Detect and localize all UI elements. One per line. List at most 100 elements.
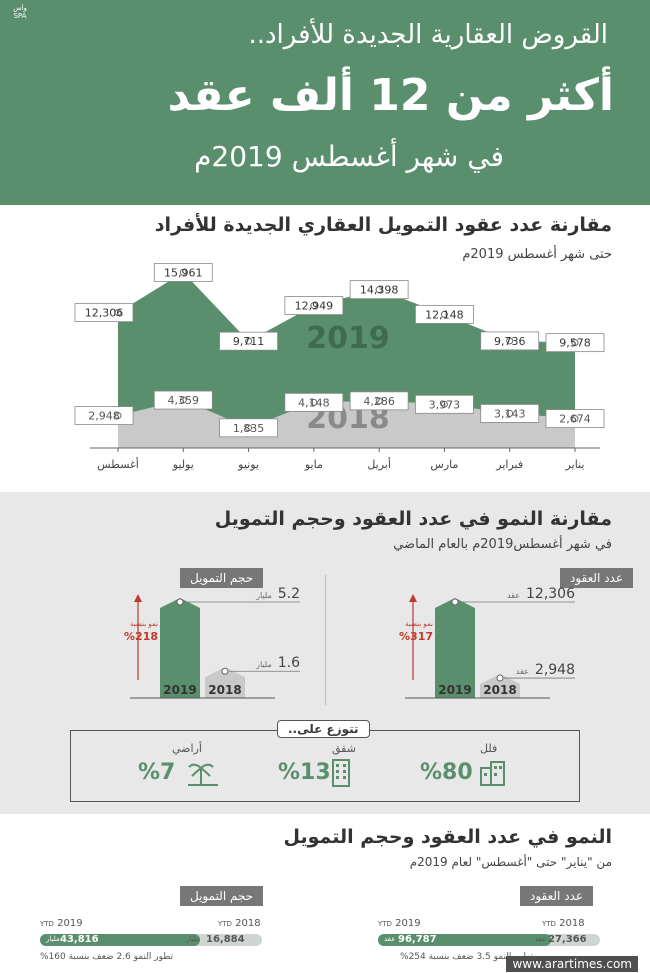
ytd-financing-2018-value: 16,884: [206, 934, 245, 945]
section1-title: مقارنة عدد عقود التمويل العقاري الجديدة …: [154, 214, 612, 236]
header-line1: القروض العقارية الجديدة للأفراد..: [248, 20, 608, 50]
data-label-2018: 2,948: [88, 410, 120, 423]
contracts-panel-tag: عدد العقود: [560, 568, 634, 588]
growth-value-2018: 2,948: [535, 662, 575, 678]
villas-pct: %80: [420, 760, 473, 785]
data-point-2019: [440, 310, 448, 318]
header-headline: أكثر من 12 ألف عقد: [167, 70, 615, 121]
data-point-2018: [375, 397, 383, 405]
ytd-contracts-2019-value: 96,787: [398, 934, 437, 945]
data-point-2019: [114, 309, 122, 317]
ytd-financing-2018-label: YTD 2018: [218, 918, 261, 929]
x-tick-label: مايو: [304, 458, 323, 471]
data-point-2018: [506, 409, 514, 417]
growth-year-2019: 2019: [438, 683, 471, 697]
ytd-contracts-2018-unit: عقد: [535, 935, 547, 943]
land-pct: %7: [138, 760, 176, 785]
header-banner: واس SPA القروض العقارية الجديدة للأفراد.…: [0, 0, 650, 205]
palm-land-icon: [188, 763, 218, 786]
ytd-financing-2018-unit: مليار: [186, 935, 200, 943]
ytd-financing-growth: تطور النمو 2.6 ضعف بنسبة 160%: [40, 952, 174, 962]
ytd-contracts-2019-unit: عقد: [384, 935, 396, 943]
growth-value-2018: 1.6: [278, 655, 300, 671]
data-point-2018: [571, 415, 579, 423]
x-tick-label: أغسطس: [97, 457, 139, 471]
growth-unit-2019: عقد: [507, 591, 520, 600]
data-label-2019: 9,736: [494, 335, 526, 348]
section1-subtitle: حتى شهر أغسطس 2019م: [462, 247, 612, 262]
data-label-2019: 15,961: [164, 266, 203, 279]
x-tick-label: يونيو: [237, 458, 259, 471]
data-point-2018: [310, 398, 318, 406]
growth-bar-point: [176, 598, 184, 606]
growth-percent: %218: [124, 630, 158, 643]
data-point-2018: [440, 400, 448, 408]
x-tick-label: يوليو: [172, 458, 194, 471]
data-label-2018: 3,973: [429, 398, 461, 411]
growth-arrow-head: [409, 594, 417, 602]
ytd-financing-2019-unit: مليار: [46, 935, 60, 943]
data-point-2019: [375, 286, 383, 294]
ytd-contracts-tag: عدد العقود: [520, 886, 594, 906]
data-label-2019: 12,306: [85, 307, 124, 320]
data-label-2019: 14,398: [360, 284, 399, 297]
ytd-contracts-2019-label: YTD 2019: [378, 918, 421, 929]
ytd-contracts-2018-value: 27,366: [548, 934, 587, 945]
data-label-2019: 9,578: [559, 337, 591, 350]
growth-value-2019: 5.2: [278, 586, 300, 602]
x-tick-label: فبراير: [495, 458, 523, 471]
data-label-2019: 12,949: [295, 300, 334, 313]
data-point-2019: [310, 302, 318, 310]
growth-bar-2018: [205, 667, 245, 698]
ytd-contracts-bar-fill: [378, 934, 552, 946]
monthly-contracts-chart: 201920189,5789,73612,14814,39812,9499,71…: [74, 263, 605, 471]
ytd-financing-tag: حجم التمويل: [180, 886, 264, 906]
growth-value-2019: 12,306: [526, 586, 575, 602]
data-point-2018: [245, 424, 253, 432]
villas-label: فلل: [480, 742, 498, 755]
growth-year-2018: 2018: [483, 683, 516, 697]
growth-bar-point: [496, 674, 504, 682]
series-label-2019: 2019: [306, 321, 390, 356]
section2-title: مقارنة النمو في عدد العقود وحجم التمويل: [214, 508, 612, 530]
watermark: www.arartimes.com: [506, 956, 638, 972]
data-label-2018: 3,143: [494, 407, 526, 420]
spa-logo: واس SPA: [13, 4, 27, 20]
ytd-financing-bar: [40, 934, 262, 946]
land-label: أراضي: [172, 742, 202, 755]
growth-caption: نمو بنسبة: [405, 620, 433, 628]
section3-subtitle: من "يناير" حتى "أغسطس" لعام 2019م: [409, 855, 612, 869]
x-tick-label: أبريل: [367, 457, 391, 471]
growth-year-2018: 2018: [208, 683, 241, 697]
data-label-2019: 12,148: [425, 308, 464, 321]
financing-bar-chart: 2019 5.2 مليار 2018 1.6 مليار نمو بنسبة %218: [124, 586, 300, 699]
financing-panel-tag: حجم التمويل: [180, 568, 264, 588]
apartment-building-icon: [332, 759, 350, 787]
section2-subtitle: في شهر أغسطس2019م بالعام الماضي: [393, 537, 612, 552]
x-tick-label: يناير: [565, 458, 585, 471]
growth-unit-2018: عقد: [516, 667, 529, 676]
growth-caption: نمو بنسبة: [130, 620, 158, 628]
ytd-contracts-bar: [378, 934, 600, 946]
apartments-label: شقق: [332, 742, 356, 755]
growth-unit-2019: مليار: [255, 591, 272, 600]
data-point-2019: [571, 339, 579, 347]
growth-bar-2019: [435, 598, 475, 698]
growth-bar-2018: [480, 674, 520, 698]
data-point-2019: [245, 337, 253, 345]
data-label-2018: 1,835: [233, 422, 265, 435]
data-label-box-2019: [74, 303, 134, 323]
distribution-tag: تتوزع على..: [277, 720, 370, 738]
data-label-2018: 4,286: [363, 395, 395, 408]
data-point-2019: [506, 337, 514, 345]
x-tick-label: مارس: [430, 458, 458, 471]
growth-unit-2018: مليار: [255, 660, 272, 669]
header-line3: في شهر أغسطس 2019م: [194, 140, 504, 173]
area-2019: [118, 272, 575, 428]
panel-divider: [325, 575, 326, 705]
data-label-2019: 9,711: [233, 335, 265, 348]
ytd-financing-2019-label: YTD 2019: [40, 918, 83, 929]
growth-bar-point: [451, 598, 459, 606]
growth-arrow-head: [134, 594, 142, 602]
growth-percent: %317: [399, 630, 433, 643]
